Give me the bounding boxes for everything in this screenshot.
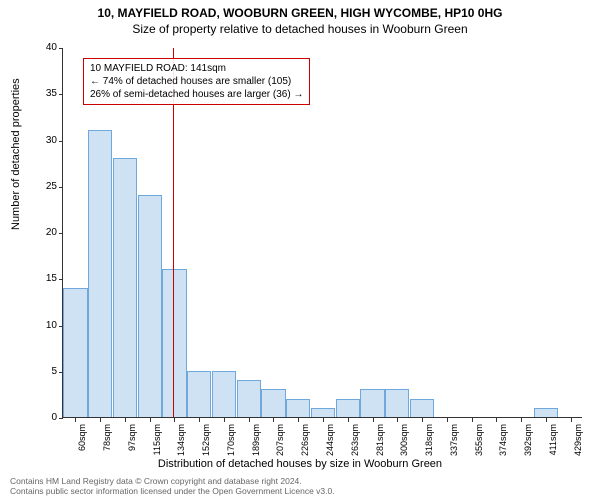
bar [187, 371, 211, 417]
bar [534, 408, 558, 417]
x-tick-mark [174, 418, 175, 422]
y-axis-label: Number of detached properties [10, 78, 22, 230]
chart-area: 051015202530354060sqm78sqm97sqm115sqm134… [62, 48, 582, 418]
annotation-line: 10 MAYFIELD ROAD: 141sqm [90, 62, 303, 75]
x-tick-mark [224, 418, 225, 422]
bar [410, 399, 434, 418]
bar [88, 130, 112, 417]
y-tick-mark [59, 233, 63, 234]
annotation-box: 10 MAYFIELD ROAD: 141sqm← 74% of detache… [83, 58, 310, 105]
x-tick-mark [75, 418, 76, 422]
x-tick-mark [323, 418, 324, 422]
y-tick-label: 0 [29, 412, 57, 423]
x-tick-mark [249, 418, 250, 422]
x-tick-mark [447, 418, 448, 422]
x-tick-mark [298, 418, 299, 422]
x-tick-mark [273, 418, 274, 422]
footer-line2: Contains public sector information licen… [10, 486, 335, 496]
y-tick-label: 35 [29, 88, 57, 99]
bar [336, 399, 360, 418]
y-tick-label: 25 [29, 181, 57, 192]
x-tick-mark [472, 418, 473, 422]
x-tick-mark [496, 418, 497, 422]
x-tick-mark [521, 418, 522, 422]
y-tick-mark [59, 418, 63, 419]
x-tick-mark [150, 418, 151, 422]
y-tick-label: 30 [29, 135, 57, 146]
bar [162, 269, 186, 417]
bar [311, 408, 335, 417]
x-tick-mark [100, 418, 101, 422]
y-tick-label: 10 [29, 320, 57, 331]
annotation-line: 26% of semi-detached houses are larger (… [90, 88, 303, 101]
footer-line1: Contains HM Land Registry data © Crown c… [10, 476, 335, 486]
y-tick-label: 5 [29, 366, 57, 377]
bar [138, 195, 162, 417]
footer-attribution: Contains HM Land Registry data © Crown c… [10, 476, 335, 496]
x-tick-mark [125, 418, 126, 422]
x-tick-mark [546, 418, 547, 422]
y-tick-mark [59, 279, 63, 280]
y-tick-label: 40 [29, 42, 57, 53]
annotation-line: ← 74% of detached houses are smaller (10… [90, 75, 303, 88]
bar [360, 389, 384, 417]
y-tick-mark [59, 187, 63, 188]
bar [63, 288, 87, 418]
bar [212, 371, 236, 417]
bar [286, 399, 310, 418]
x-axis-label: Distribution of detached houses by size … [0, 458, 600, 470]
x-tick-mark [199, 418, 200, 422]
y-tick-label: 20 [29, 227, 57, 238]
x-tick-mark [348, 418, 349, 422]
x-tick-mark [397, 418, 398, 422]
y-tick-mark [59, 48, 63, 49]
x-tick-mark [422, 418, 423, 422]
y-tick-label: 15 [29, 273, 57, 284]
bar [261, 389, 285, 417]
y-tick-mark [59, 94, 63, 95]
x-tick-mark [571, 418, 572, 422]
title-address: 10, MAYFIELD ROAD, WOOBURN GREEN, HIGH W… [0, 0, 600, 20]
bar [237, 380, 261, 417]
x-tick-mark [373, 418, 374, 422]
chart-container: 10, MAYFIELD ROAD, WOOBURN GREEN, HIGH W… [0, 0, 600, 500]
bar [385, 389, 409, 417]
title-subtitle: Size of property relative to detached ho… [0, 20, 600, 36]
y-tick-mark [59, 141, 63, 142]
plot-area: 051015202530354060sqm78sqm97sqm115sqm134… [62, 48, 582, 418]
bar [113, 158, 137, 417]
